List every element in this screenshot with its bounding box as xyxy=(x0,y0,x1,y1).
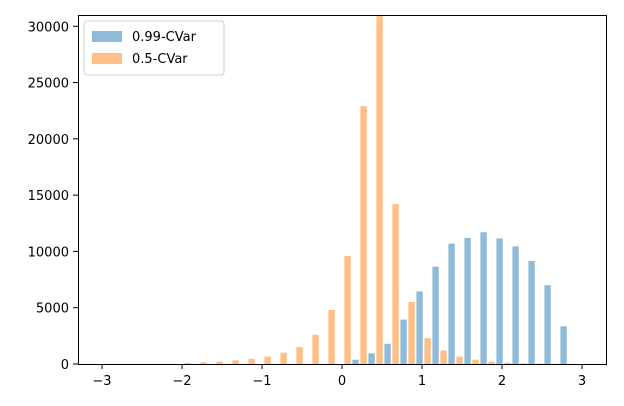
bar-cvar-099 xyxy=(448,244,454,364)
bar-cvar-05 xyxy=(328,310,334,364)
bar-cvar-05 xyxy=(488,362,494,364)
x-axis: −3 −2 −1 0 1 2 3 xyxy=(92,364,586,389)
bar-cvar-099 xyxy=(352,360,358,364)
x-tick-label: 2 xyxy=(498,374,506,389)
legend-swatch xyxy=(92,31,122,42)
legend: 0.99-CVar 0.5-CVar xyxy=(84,21,224,75)
bar-cvar-099 xyxy=(416,291,422,364)
x-tick-label: 0 xyxy=(338,374,346,389)
y-tick-label: 15000 xyxy=(28,189,69,204)
y-tick-label: 25000 xyxy=(28,77,69,92)
bar-cvar-05 xyxy=(472,360,478,364)
legend-label: 0.5-CVar xyxy=(132,52,188,67)
y-tick-label: 5000 xyxy=(36,302,69,317)
y-tick-label: 10000 xyxy=(28,245,69,260)
bar-cvar-05 xyxy=(200,362,206,364)
bar-cvar-05 xyxy=(280,353,286,364)
bar-cvar-05 xyxy=(408,302,414,364)
bar-cvar-05 xyxy=(184,363,190,364)
legend-label: 0.99-CVar xyxy=(132,30,197,45)
y-tick-label: 30000 xyxy=(28,20,69,35)
bar-cvar-05 xyxy=(296,347,302,364)
bar-cvar-05 xyxy=(264,357,270,364)
bar-cvar-099 xyxy=(512,246,518,364)
bar-cvar-05 xyxy=(216,362,222,364)
bar-cvar-099 xyxy=(384,344,390,364)
x-tick-label: −3 xyxy=(92,374,111,389)
bar-cvar-099 xyxy=(480,232,486,364)
y-tick-label: 20000 xyxy=(28,133,69,148)
legend-swatch xyxy=(92,53,122,64)
bar-cvar-099 xyxy=(368,353,374,364)
y-axis: 0 5000 10000 15000 20000 25000 30000 xyxy=(28,20,78,373)
bar-cvar-05 xyxy=(456,357,462,364)
bar-cvar-099 xyxy=(400,320,406,364)
y-tick-label: 0 xyxy=(61,358,69,373)
bar-cvar-099 xyxy=(432,267,438,364)
bar-cvar-099 xyxy=(528,261,534,364)
bar-cvar-05 xyxy=(440,350,446,364)
bar-cvar-05 xyxy=(344,256,350,364)
bar-cvar-05 xyxy=(232,360,238,364)
bar-cvar-05 xyxy=(360,106,366,364)
bar-cvar-05 xyxy=(392,204,398,364)
bar-cvar-099 xyxy=(544,285,550,364)
bar-cvar-099 xyxy=(496,238,502,364)
x-tick-label: 1 xyxy=(418,374,426,389)
bar-cvar-05 xyxy=(504,363,510,364)
bars-layer xyxy=(184,16,566,364)
x-tick-label: 3 xyxy=(578,374,586,389)
bar-cvar-05 xyxy=(248,359,254,364)
x-tick-label: −1 xyxy=(252,374,271,389)
bar-cvar-05 xyxy=(376,16,382,364)
bar-cvar-05 xyxy=(520,363,526,364)
bar-cvar-05 xyxy=(424,338,430,364)
bar-cvar-05 xyxy=(312,335,318,364)
bar-cvar-099 xyxy=(560,326,566,364)
x-tick-label: −2 xyxy=(172,374,191,389)
bar-cvar-099 xyxy=(464,238,470,364)
